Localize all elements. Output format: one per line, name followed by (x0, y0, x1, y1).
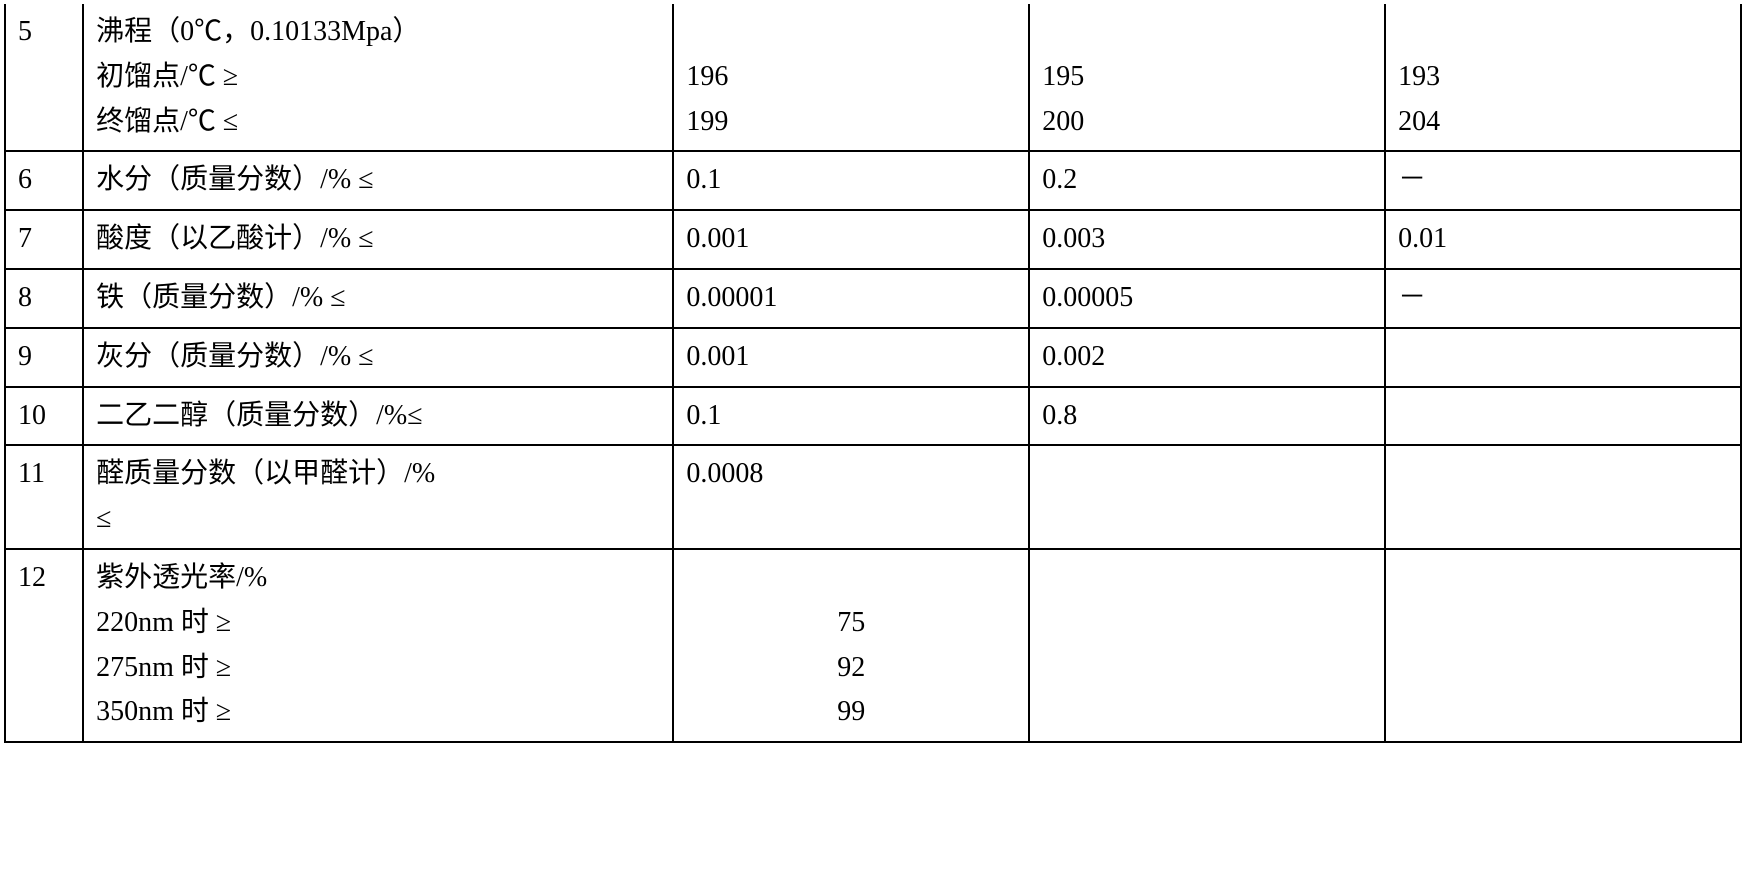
spec-table: 5 沸程（0℃，0.10133Mpa） 初馏点/℃ ≥ 终馏点/℃ ≤ 196 … (4, 4, 1742, 743)
cell-c: － (1385, 151, 1741, 210)
cell-a: 0.001 (673, 210, 1029, 269)
cell-a: 0.0008 (673, 445, 1029, 549)
cell-c: 0.01 (1385, 210, 1741, 269)
cell-name: 酸度（以乙酸计）/% ≤ (83, 210, 673, 269)
cell-b: 0.8 (1029, 387, 1385, 446)
cell-idx: 11 (5, 445, 83, 549)
cell-c: 193 204 (1385, 4, 1741, 151)
table-row: 7 酸度（以乙酸计）/% ≤ 0.001 0.003 0.01 (5, 210, 1741, 269)
cell-idx: 6 (5, 151, 83, 210)
cell-b: 0.002 (1029, 328, 1385, 387)
cell-b: 0.2 (1029, 151, 1385, 210)
cell-idx: 7 (5, 210, 83, 269)
cell-idx: 5 (5, 4, 83, 151)
cell-c (1385, 549, 1741, 742)
cell-b (1029, 445, 1385, 549)
cell-idx: 8 (5, 269, 83, 328)
spec-table-body: 5 沸程（0℃，0.10133Mpa） 初馏点/℃ ≥ 终馏点/℃ ≤ 196 … (5, 4, 1741, 742)
cell-c: － (1385, 269, 1741, 328)
cell-name: 紫外透光率/% 220nm 时 ≥ 275nm 时 ≥ 350nm 时 ≥ (83, 549, 673, 742)
cell-a: 0.00001 (673, 269, 1029, 328)
table-row: 8 铁（质量分数）/% ≤ 0.00001 0.00005 － (5, 269, 1741, 328)
table-row: 5 沸程（0℃，0.10133Mpa） 初馏点/℃ ≥ 终馏点/℃ ≤ 196 … (5, 4, 1741, 151)
cell-name: 水分（质量分数）/% ≤ (83, 151, 673, 210)
cell-b: 195 200 (1029, 4, 1385, 151)
cell-c (1385, 328, 1741, 387)
table-row: 9 灰分（质量分数）/% ≤ 0.001 0.002 (5, 328, 1741, 387)
cell-name: 二乙二醇（质量分数）/%≤ (83, 387, 673, 446)
cell-a: 0.1 (673, 151, 1029, 210)
cell-b (1029, 549, 1385, 742)
cell-name: 灰分（质量分数）/% ≤ (83, 328, 673, 387)
cell-a: 196 199 (673, 4, 1029, 151)
cell-name: 铁（质量分数）/% ≤ (83, 269, 673, 328)
cell-name: 沸程（0℃，0.10133Mpa） 初馏点/℃ ≥ 终馏点/℃ ≤ (83, 4, 673, 151)
cell-b: 0.003 (1029, 210, 1385, 269)
table-row: 12 紫外透光率/% 220nm 时 ≥ 275nm 时 ≥ 350nm 时 ≥… (5, 549, 1741, 742)
cell-name: 醛质量分数（以甲醛计）/% ≤ (83, 445, 673, 549)
cell-idx: 10 (5, 387, 83, 446)
cell-c (1385, 387, 1741, 446)
cell-idx: 9 (5, 328, 83, 387)
cell-idx: 12 (5, 549, 83, 742)
cell-a: 0.1 (673, 387, 1029, 446)
cell-c (1385, 445, 1741, 549)
table-row: 10 二乙二醇（质量分数）/%≤ 0.1 0.8 (5, 387, 1741, 446)
cell-a: 0.001 (673, 328, 1029, 387)
table-row: 6 水分（质量分数）/% ≤ 0.1 0.2 － (5, 151, 1741, 210)
cell-b: 0.00005 (1029, 269, 1385, 328)
table-row: 11 醛质量分数（以甲醛计）/% ≤ 0.0008 (5, 445, 1741, 549)
cell-a: 75 92 99 (673, 549, 1029, 742)
